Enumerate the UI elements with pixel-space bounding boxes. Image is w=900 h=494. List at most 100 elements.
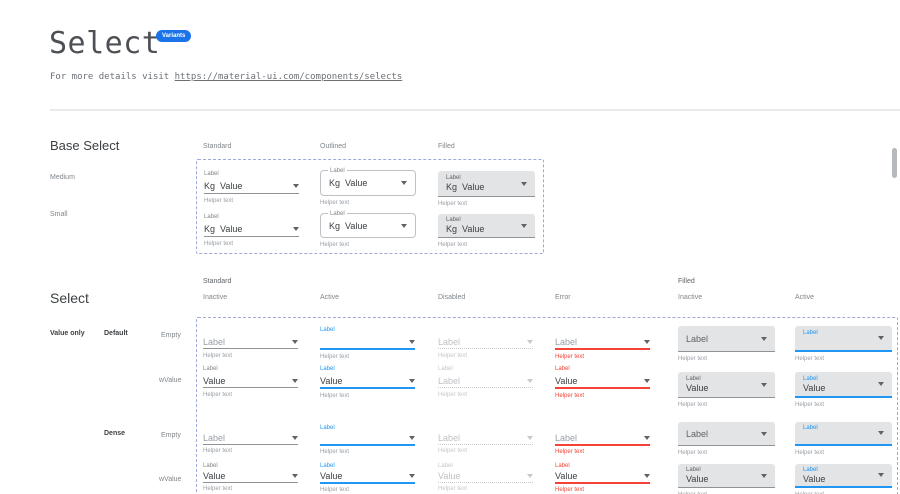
- placeholder-label: Label: [438, 337, 527, 347]
- value-text: Value: [462, 182, 484, 192]
- select-dense-error-empty[interactable]: Label Helper text: [555, 424, 650, 456]
- filled-box: Label KgValue: [438, 214, 535, 238]
- select-dense-inactive-empty[interactable]: Label Helper text: [203, 424, 298, 455]
- select-dense-active-empty[interactable]: Label Helper text: [320, 424, 415, 456]
- select-standard-error-wvalue[interactable]: Label Value Helper text: [555, 365, 650, 400]
- select-label: Label: [203, 365, 298, 374]
- select-underline: [203, 387, 298, 388]
- select-filled-active-empty[interactable]: Label Helper text: [795, 326, 892, 363]
- vertical-scrollbar-thumb[interactable]: [892, 148, 897, 178]
- helper-text: Helper text: [678, 356, 775, 363]
- column-header-active: Active: [320, 294, 339, 301]
- select-filled-active-wvalue[interactable]: Label Value Helper text: [795, 372, 892, 409]
- select-value-row: [320, 432, 415, 444]
- base-select-filled-small[interactable]: Label KgValue Helper text: [438, 214, 535, 249]
- select-value-row: Label: [203, 335, 298, 348]
- select-value: KgValue: [446, 224, 527, 235]
- select-label: Label: [438, 462, 533, 470]
- helper-text: Helper text: [438, 353, 533, 360]
- select-underline: [320, 387, 415, 389]
- base-select-standard-small[interactable]: Label KgValue Helper text: [204, 212, 299, 248]
- row-state-empty-dense: Empty: [161, 432, 181, 439]
- select-filled-dense-active-empty[interactable]: Label Helper text: [795, 422, 892, 457]
- filled-box: Label Kg Value: [438, 171, 535, 197]
- select-label: Label: [803, 424, 884, 432]
- chevron-down-icon: [293, 184, 299, 188]
- select-filled-dense-active-wvalue[interactable]: Label Value Helper text: [795, 464, 892, 494]
- select-label: Label: [686, 466, 767, 474]
- subtitle: For more details visit https://material-…: [50, 72, 402, 82]
- helper-text: Helper text: [555, 354, 650, 361]
- docs-link[interactable]: https://material-ui.com/components/selec…: [175, 72, 403, 82]
- select-underline: [204, 193, 299, 194]
- helper-text: Helper text: [438, 201, 535, 208]
- adornment: Kg: [446, 182, 457, 192]
- filled-box: Label Value: [678, 464, 775, 488]
- placeholder-label: Label: [555, 433, 644, 443]
- select-value-row: [320, 335, 415, 348]
- select-label: Label: [446, 174, 527, 182]
- select-standard-error-empty[interactable]: Label Helper text: [555, 326, 650, 361]
- group-header-filled: Filled: [678, 278, 695, 285]
- select-value: Kg Value: [204, 224, 293, 234]
- helper-text: Helper text: [438, 448, 533, 455]
- select-label: Label: [555, 365, 650, 374]
- select-value-row: Value: [203, 470, 298, 482]
- select-underline: [438, 482, 533, 483]
- chevron-down-icon: [761, 474, 767, 478]
- filled-box: Label: [678, 326, 775, 352]
- helper-text: Helper text: [204, 198, 299, 205]
- placeholder-label: Label: [555, 337, 644, 347]
- header-divider: [50, 109, 900, 111]
- adornment: Kg: [204, 224, 215, 234]
- outlined-box: Label KgValue: [320, 170, 416, 196]
- chevron-down-icon: [761, 383, 767, 387]
- select-underline: [555, 444, 650, 446]
- chevron-down-icon: [292, 474, 298, 478]
- select-value-row: Kg Value: [204, 222, 299, 236]
- base-select-standard-medium[interactable]: Label KgValue Helper text: [204, 169, 299, 205]
- select-label: Label: [803, 466, 884, 474]
- select-standard-active-wvalue[interactable]: Label Value Helper text: [320, 365, 415, 400]
- helper-text: Helper text: [795, 356, 892, 363]
- select-filled-inactive-empty[interactable]: Label Helper text: [678, 326, 775, 363]
- select-dense-error-wvalue[interactable]: Label Value Helper text: [555, 462, 650, 494]
- placeholder-label: Label: [686, 334, 767, 344]
- row-header-small: Small: [50, 211, 68, 218]
- chevron-down-icon: [293, 227, 299, 231]
- chevron-down-icon: [527, 340, 533, 344]
- select-standard-active-empty[interactable]: Label Helper text: [320, 326, 415, 361]
- select-value: Value: [320, 471, 409, 481]
- select-dense-disabled-empty: Label Helper text: [438, 424, 533, 455]
- base-select-filled-medium[interactable]: Label Kg Value Helper text: [438, 171, 535, 208]
- select-underline: [555, 482, 650, 484]
- chevron-down-icon: [878, 473, 884, 477]
- select-value: Value: [320, 376, 409, 386]
- select-label: Label: [555, 462, 650, 470]
- filled-box: Label: [795, 422, 892, 446]
- select-value-row: Value: [438, 470, 533, 482]
- select-value-row: Value: [555, 374, 650, 387]
- select-dense-inactive-wvalue[interactable]: Label Value Helper text: [203, 462, 298, 493]
- select-filled-dense-inactive-wvalue[interactable]: Label Value Helper text: [678, 464, 775, 494]
- helper-text: Helper text: [320, 242, 416, 249]
- base-select-outlined-small[interactable]: Label KgValue Helper text: [320, 213, 416, 249]
- select-label: Label: [446, 216, 527, 224]
- base-select-outlined-medium[interactable]: Label KgValue Helper text: [320, 170, 416, 207]
- select-underline: [555, 387, 650, 389]
- select-dense-active-wvalue[interactable]: Label Value Helper text: [320, 462, 415, 494]
- chevron-down-icon: [292, 436, 298, 440]
- select-filled-dense-inactive-empty[interactable]: Label Helper text: [678, 422, 775, 457]
- value-text: Value: [220, 224, 242, 234]
- select-standard-inactive-empty[interactable]: Label Helper text: [203, 326, 298, 360]
- select-standard-inactive-wvalue[interactable]: Label Value Helper text: [203, 365, 298, 399]
- helper-text: Helper text: [320, 449, 415, 456]
- helper-text: Helper text: [203, 353, 298, 360]
- row-state-wvalue: wValue: [159, 377, 181, 384]
- row-state-wvalue-dense: wValue: [159, 476, 181, 483]
- select-filled-inactive-wvalue[interactable]: Label Value Helper text: [678, 372, 775, 409]
- column-header-filled: Filled: [438, 143, 455, 150]
- value-text: Value: [345, 178, 367, 188]
- column-header-filled-inactive: Inactive: [678, 294, 702, 301]
- value-text: Value: [220, 181, 242, 191]
